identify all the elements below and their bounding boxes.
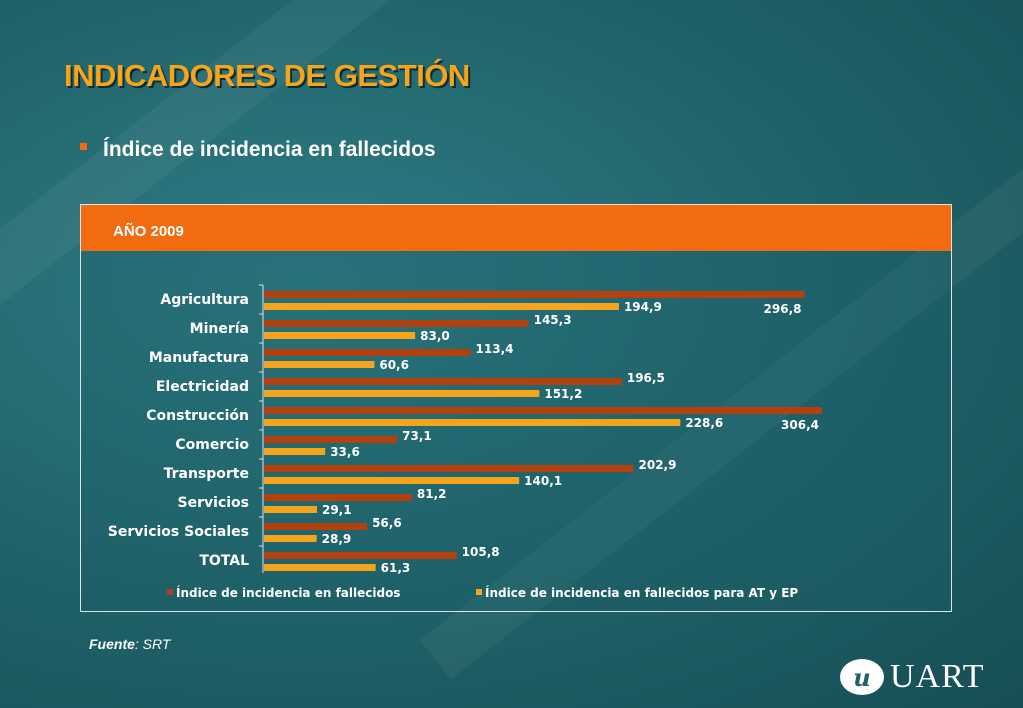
bar-at-ep	[264, 303, 619, 310]
bar-chart: Agricultura 296,8 194,9 Minería 145,3 83,0 Man…	[108, 284, 822, 600]
bullet-square-icon	[80, 142, 87, 150]
bar-at-ep	[264, 390, 540, 397]
data-label: 29,1	[322, 503, 352, 517]
bar-at-ep	[264, 506, 317, 513]
source-value: : SRT	[134, 636, 171, 652]
bar-at-ep	[264, 477, 520, 484]
data-label: 113,4	[476, 342, 514, 356]
data-label: 296,8	[764, 302, 802, 316]
bar-fallecidos	[264, 378, 622, 385]
legend-swatch	[476, 589, 482, 595]
data-label: 33,6	[330, 445, 360, 459]
bar-fallecidos	[264, 407, 822, 414]
bar-at-ep	[264, 448, 326, 455]
subtitle: Índice de incidencia en fallecidos	[103, 138, 436, 161]
panel-header-label: AÑO 2009	[113, 223, 184, 240]
bar-fallecidos	[264, 494, 412, 501]
data-label: 81,2	[417, 487, 447, 501]
legend-swatch	[167, 589, 173, 595]
category-label: Construcción	[146, 408, 249, 424]
uart-logo: u UART	[840, 658, 985, 696]
uart-logo-mark: u	[840, 659, 884, 695]
data-label: 145,3	[534, 313, 572, 327]
bar-at-ep	[264, 535, 317, 542]
category-label: Manufactura	[149, 350, 249, 366]
category-label: Servicios Sociales	[108, 524, 249, 540]
category-label: Transporte	[164, 466, 249, 482]
category-label: TOTAL	[199, 553, 249, 569]
category-label: Agricultura	[160, 292, 249, 308]
data-label: 28,9	[322, 532, 352, 546]
bar-fallecidos	[264, 291, 805, 298]
data-label: 202,9	[639, 458, 677, 472]
bar-fallecidos	[264, 320, 529, 327]
bar-at-ep	[264, 332, 416, 339]
page-title: INDICADORES DE GESTIÓN	[64, 58, 470, 93]
bar-at-ep	[264, 361, 375, 368]
source-label: Fuente	[89, 636, 135, 652]
legend-label: Índice de incidencia en fallecidos	[176, 585, 400, 600]
category-label: Electricidad	[156, 379, 249, 395]
chart-panel: AÑO 2009 Agricultura 296,8 194,9 Minería 145…	[80, 204, 952, 612]
data-label: 194,9	[624, 300, 662, 314]
data-label: 228,6	[685, 416, 723, 430]
bar-fallecidos	[264, 465, 634, 472]
category-label: Minería	[190, 321, 249, 337]
data-label: 196,5	[627, 371, 665, 385]
data-label: 140,1	[524, 474, 562, 488]
bar-at-ep	[264, 564, 376, 571]
data-label: 151,2	[544, 387, 582, 401]
bar-fallecidos	[264, 552, 457, 559]
subtitle-row: Índice de incidencia en fallecidos	[80, 138, 436, 162]
category-label: Servicios	[178, 495, 249, 511]
category-label: Comercio	[175, 437, 249, 453]
uart-logo-text: UART	[890, 658, 985, 695]
data-label: 56,6	[372, 516, 402, 530]
legend-label: Índice de incidencia en fallecidos para …	[485, 585, 798, 600]
data-label: 105,8	[462, 545, 500, 559]
data-label: 61,3	[381, 561, 411, 575]
panel-header: AÑO 2009	[81, 205, 951, 251]
source-note: Fuente: SRT	[89, 636, 170, 652]
data-label: 73,1	[402, 429, 432, 443]
bar-fallecidos	[264, 523, 368, 530]
bar-fallecidos	[264, 436, 398, 443]
data-label: 306,4	[781, 418, 819, 432]
bar-fallecidos	[264, 349, 471, 356]
data-label: 60,6	[379, 358, 409, 372]
bar-at-ep	[264, 419, 681, 426]
data-label: 83,0	[420, 329, 450, 343]
